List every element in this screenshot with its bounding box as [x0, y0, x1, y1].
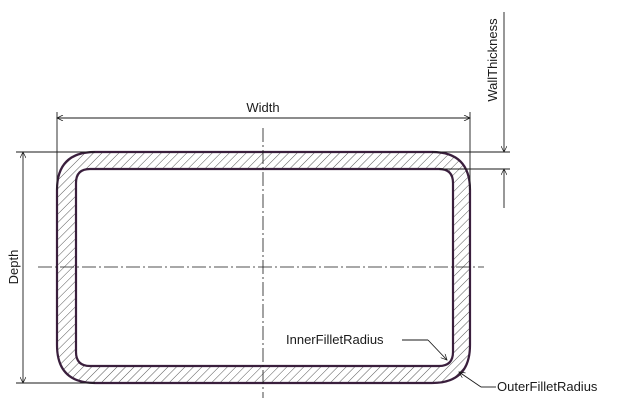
width-dimension: Width [57, 100, 470, 190]
wall-thickness-label: WallThickness [485, 18, 500, 102]
outer-fillet-radius-label: OuterFilletRadius [497, 379, 598, 394]
section-wall [55, 150, 472, 385]
width-label: Width [246, 100, 279, 115]
inner-fillet-radius-label: InnerFilletRadius [286, 332, 384, 347]
inner-fillet-radius-callout: InnerFilletRadius [286, 332, 447, 360]
depth-dimension: Depth [6, 152, 95, 383]
outer-fillet-radius-callout: OuterFilletRadius [459, 372, 598, 394]
wall-thickness-dimension: WallThickness [432, 12, 510, 208]
depth-label: Depth [6, 250, 21, 285]
